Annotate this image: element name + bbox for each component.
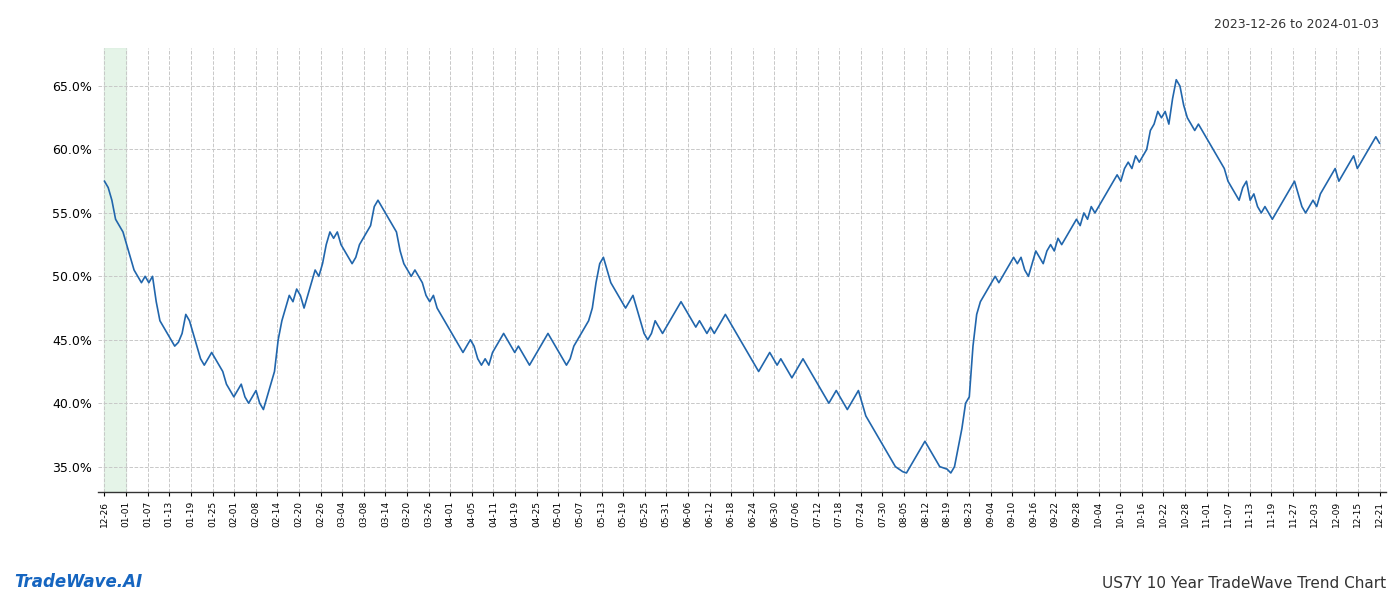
Text: 2023-12-26 to 2024-01-03: 2023-12-26 to 2024-01-03 (1214, 18, 1379, 31)
Bar (105, 48, 126, 492)
Text: US7Y 10 Year TradeWave Trend Chart: US7Y 10 Year TradeWave Trend Chart (1102, 576, 1386, 591)
Text: TradeWave.AI: TradeWave.AI (14, 573, 143, 591)
